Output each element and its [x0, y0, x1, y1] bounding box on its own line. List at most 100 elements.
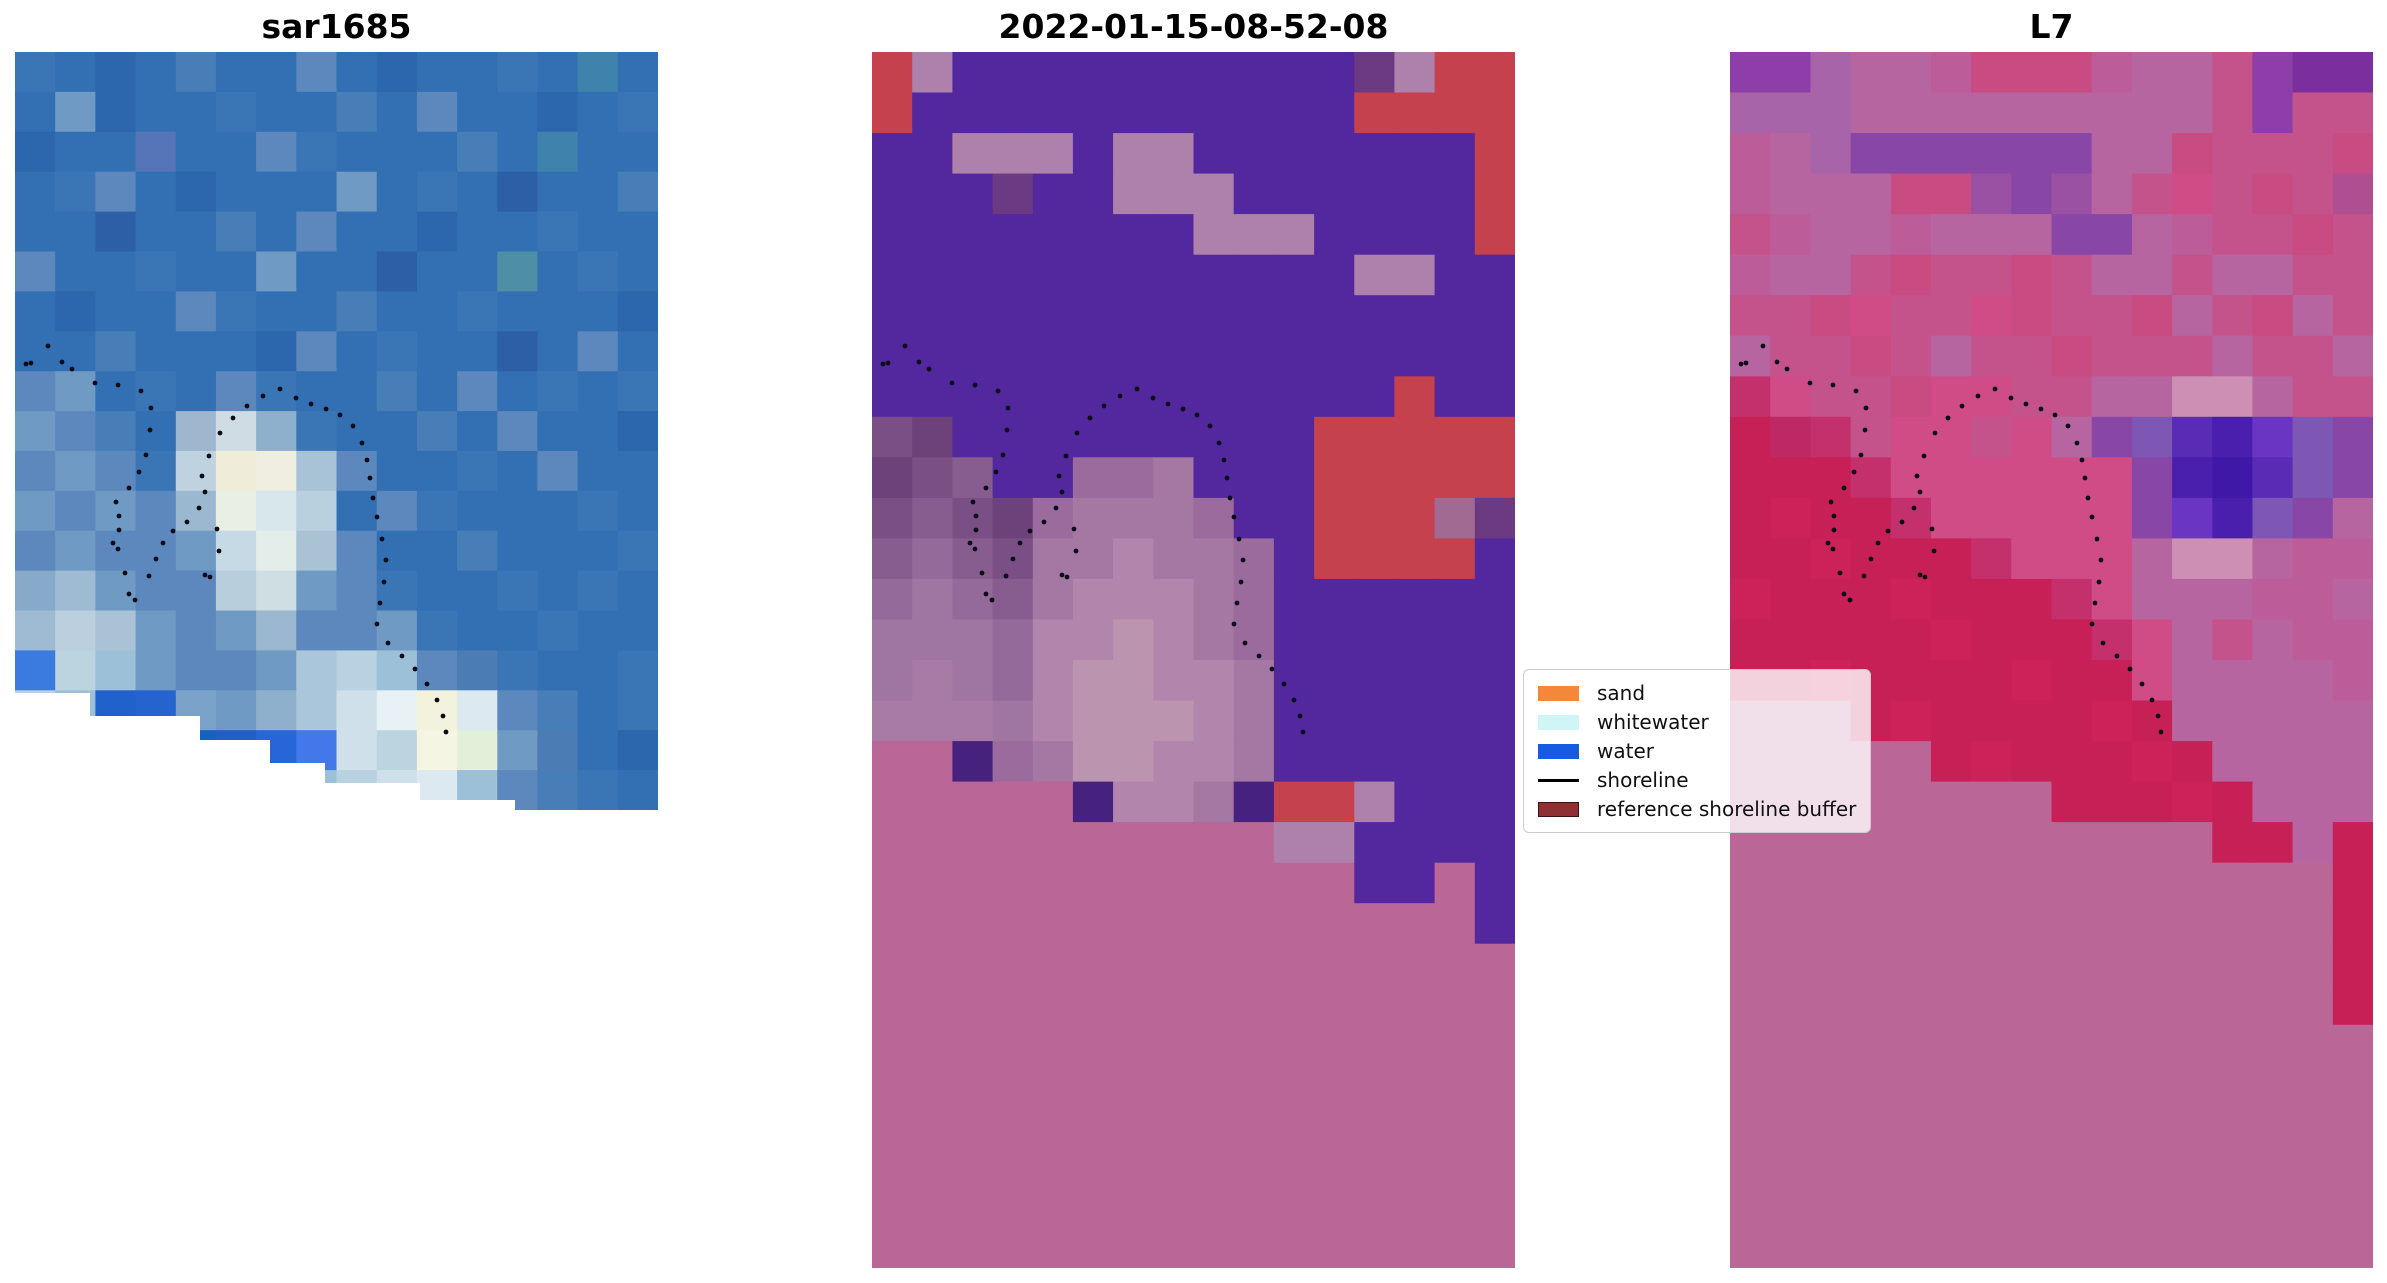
shoreline-dot [972, 382, 978, 388]
shoreline-dot [277, 386, 283, 392]
shoreline-dot [122, 570, 128, 576]
shoreline-dot [2094, 536, 2100, 542]
shoreline-dot [370, 495, 376, 501]
shoreline-dot [1074, 430, 1080, 436]
title-l7: L7 [2029, 7, 2074, 46]
legend-color-swatch [1538, 743, 1579, 759]
shoreline-dot [184, 519, 190, 525]
shoreline-dot [880, 361, 886, 367]
shoreline-dot [1899, 519, 1905, 525]
shoreline-dot [2074, 440, 2080, 446]
shoreline-dot [23, 361, 29, 367]
shoreline-dot [1101, 403, 1107, 409]
shoreline-dot [989, 597, 995, 603]
shoreline-dot [1807, 380, 1813, 386]
shoreline-dot [1059, 572, 1065, 578]
shoreline-dot [374, 514, 380, 520]
shoreline-dot [983, 591, 989, 597]
shoreline-dot [967, 540, 973, 546]
shoreline-dot [1975, 393, 1981, 399]
shoreline-dot [1911, 505, 1917, 511]
shoreline-dot [367, 475, 373, 481]
shoreline-dot [146, 573, 152, 579]
shoreline-dot [1059, 489, 1065, 495]
shoreline-dot [902, 343, 908, 349]
shoreline-dot [2158, 729, 2164, 735]
shoreline-dot [364, 457, 370, 463]
shoreline-dot [1281, 681, 1287, 687]
shoreline-dot [136, 469, 142, 475]
shoreline-dot [1180, 406, 1186, 412]
shoreline-dot [45, 343, 51, 349]
shoreline-dot [202, 572, 208, 578]
legend-color-swatch [1538, 801, 1579, 817]
shoreline-dot [199, 473, 205, 479]
shoreline-dot [1875, 540, 1881, 546]
shoreline-dot [115, 546, 121, 552]
shoreline-dot [1931, 548, 1937, 554]
shoreline-dot [2139, 681, 2145, 687]
shoreline-dot [1743, 360, 1749, 366]
shoreline-dot [1004, 427, 1010, 433]
shoreline-dot [973, 513, 979, 519]
shoreline-dot [1853, 388, 1859, 394]
shoreline-dot [153, 556, 159, 562]
shoreline-dot [92, 380, 98, 386]
shoreline-dot [1861, 573, 1867, 579]
shoreline-dot [1774, 359, 1780, 365]
shoreline-dot [1885, 528, 1891, 534]
shoreline-dot [949, 380, 955, 386]
shoreline-dot [1234, 600, 1240, 606]
shoreline-dot [434, 697, 440, 703]
shoreline-dot [970, 499, 976, 505]
shoreline-dot [1851, 469, 1857, 475]
shoreline-dot [1063, 453, 1069, 459]
shoreline-dot [1917, 572, 1923, 578]
shoreline-dot [148, 405, 154, 411]
shoreline-dot [28, 360, 34, 366]
legend-label: water [1597, 739, 1654, 763]
legend-label: whitewater [1597, 710, 1709, 734]
shoreline-dot [138, 388, 144, 394]
shoreline-dot [132, 597, 138, 603]
shoreline-dot [1862, 427, 1868, 433]
shoreline-dot [1300, 729, 1306, 735]
shoreline-dot [2098, 557, 2104, 563]
shoreline-dot [2008, 395, 2014, 401]
shoreline-dot [59, 359, 65, 365]
shoreline-dot [995, 388, 1001, 394]
shoreline-dot [1227, 495, 1233, 501]
shoreline-dot [412, 666, 418, 672]
l7-image [1730, 52, 2373, 1268]
shoreline-dot [385, 640, 391, 646]
shoreline-dot [147, 427, 153, 433]
shoreline-dot [1005, 405, 1011, 411]
title-sar: sar1685 [261, 7, 412, 46]
shoreline-dot [214, 526, 220, 532]
shoreline-dot [126, 485, 132, 491]
shoreline-dot [1027, 528, 1033, 534]
panel-class [872, 52, 1515, 1268]
shoreline-dot [973, 527, 979, 533]
legend-item-sand: sand [1538, 681, 1856, 705]
shoreline-dot [202, 489, 208, 495]
legend-color-swatch [1538, 685, 1579, 701]
shoreline-dot [1242, 640, 1248, 646]
panel-l7 [1730, 52, 2373, 1268]
shoreline-dot [1297, 713, 1303, 719]
shoreline-dot [116, 513, 122, 519]
legend-line-swatch [1538, 778, 1579, 782]
shoreline-dot [2085, 495, 2091, 501]
shoreline-dot [308, 401, 314, 407]
shoreline-dot [206, 453, 212, 459]
shoreline-dot [323, 406, 329, 412]
shoreline-dot [2114, 653, 2120, 659]
shoreline-dot [1056, 473, 1062, 479]
shoreline-dot [350, 423, 356, 429]
title-class: 2022-01-15-08-52-08 [998, 7, 1389, 46]
shoreline-dot [1841, 591, 1847, 597]
shoreline-dot [216, 548, 222, 554]
shoreline-dot [377, 600, 383, 606]
shoreline-dot [1825, 540, 1831, 546]
shoreline-dot [1847, 597, 1853, 603]
